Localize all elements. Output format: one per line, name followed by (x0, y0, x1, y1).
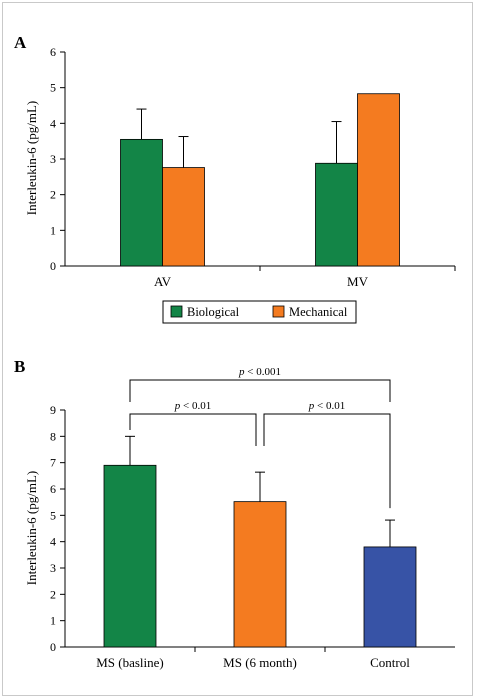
panel-b-ytick-label: 2 (50, 587, 56, 601)
panel-b-label: B (14, 357, 25, 376)
legend-swatch-mechanical (272, 305, 285, 318)
panel-a-plot: 0 1 2 3 4 5 6 AV MV (50, 45, 456, 289)
panel-a-ytick-label: 5 (50, 81, 56, 95)
legend-box (162, 300, 357, 324)
panel-a-label: A (14, 33, 27, 52)
panel-a-ytick-label: 2 (50, 188, 56, 202)
legend-label-biological: Biological (187, 305, 240, 319)
panel-a-ytick-label: 3 (50, 152, 56, 166)
panel-b-ytick-label: 3 (50, 561, 56, 575)
panel-a-ytick-label: 1 (50, 223, 56, 237)
panel-a-ytick-label: 0 (50, 259, 56, 273)
panel-a-legend: Biological Mechanical (162, 300, 357, 324)
bar-av-biological (120, 138, 163, 267)
significance-label-2: p < 0.01 (308, 400, 345, 412)
bar-av-mechanical (162, 167, 205, 267)
bar-ms-6-month (233, 501, 287, 648)
panel-b-category-ms-6-month: MS (6 month) (223, 655, 297, 670)
significance-label-0: p < 0.001 (238, 366, 281, 378)
bar-control (363, 546, 417, 648)
panel-b-ylabel: Interleukin-6 (pg/mL) (24, 471, 39, 585)
panel-b-ytick-label: 7 (50, 456, 56, 470)
panel-b-ytick-label: 0 (50, 640, 56, 654)
legend-label-mechanical: Mechanical (289, 305, 348, 319)
panel-a-category-mv: MV (347, 274, 369, 289)
panel-b-ytick-label: 5 (50, 508, 56, 522)
bar-ms-basline (103, 464, 157, 648)
bar-mv-biological (315, 162, 358, 267)
significance-bracket-1 (129, 413, 257, 446)
legend-swatch-biological (170, 305, 183, 318)
bar-mv-mechanical (357, 93, 400, 267)
panel-b-ytick-label: 8 (50, 429, 56, 443)
significance-label-1: p < 0.01 (174, 400, 211, 412)
panel-b-ytick-label: 6 (50, 482, 56, 496)
panel-b-ytick-label: 9 (50, 403, 56, 417)
panel-b-plot: 0 1 2 3 4 5 6 7 8 9 MS (basline) MS (6 month) Contro… (50, 366, 455, 670)
panel-a-ytick-label: 6 (50, 45, 56, 59)
panel-a-category-av: AV (154, 274, 172, 289)
significance-bracket-2 (263, 413, 391, 509)
panel-b-ytick-label: 4 (50, 535, 56, 549)
significance-bracket-0 (129, 379, 391, 402)
panel-a-ylabel: Interleukin-6 (pg/mL) (24, 101, 39, 215)
panel-b-category-ms-basline: MS (basline) (96, 655, 164, 670)
panel-b-ytick-label: 1 (50, 614, 56, 628)
panel-b-category-control: Control (370, 655, 410, 670)
panel-a-ytick-label: 4 (50, 116, 56, 130)
